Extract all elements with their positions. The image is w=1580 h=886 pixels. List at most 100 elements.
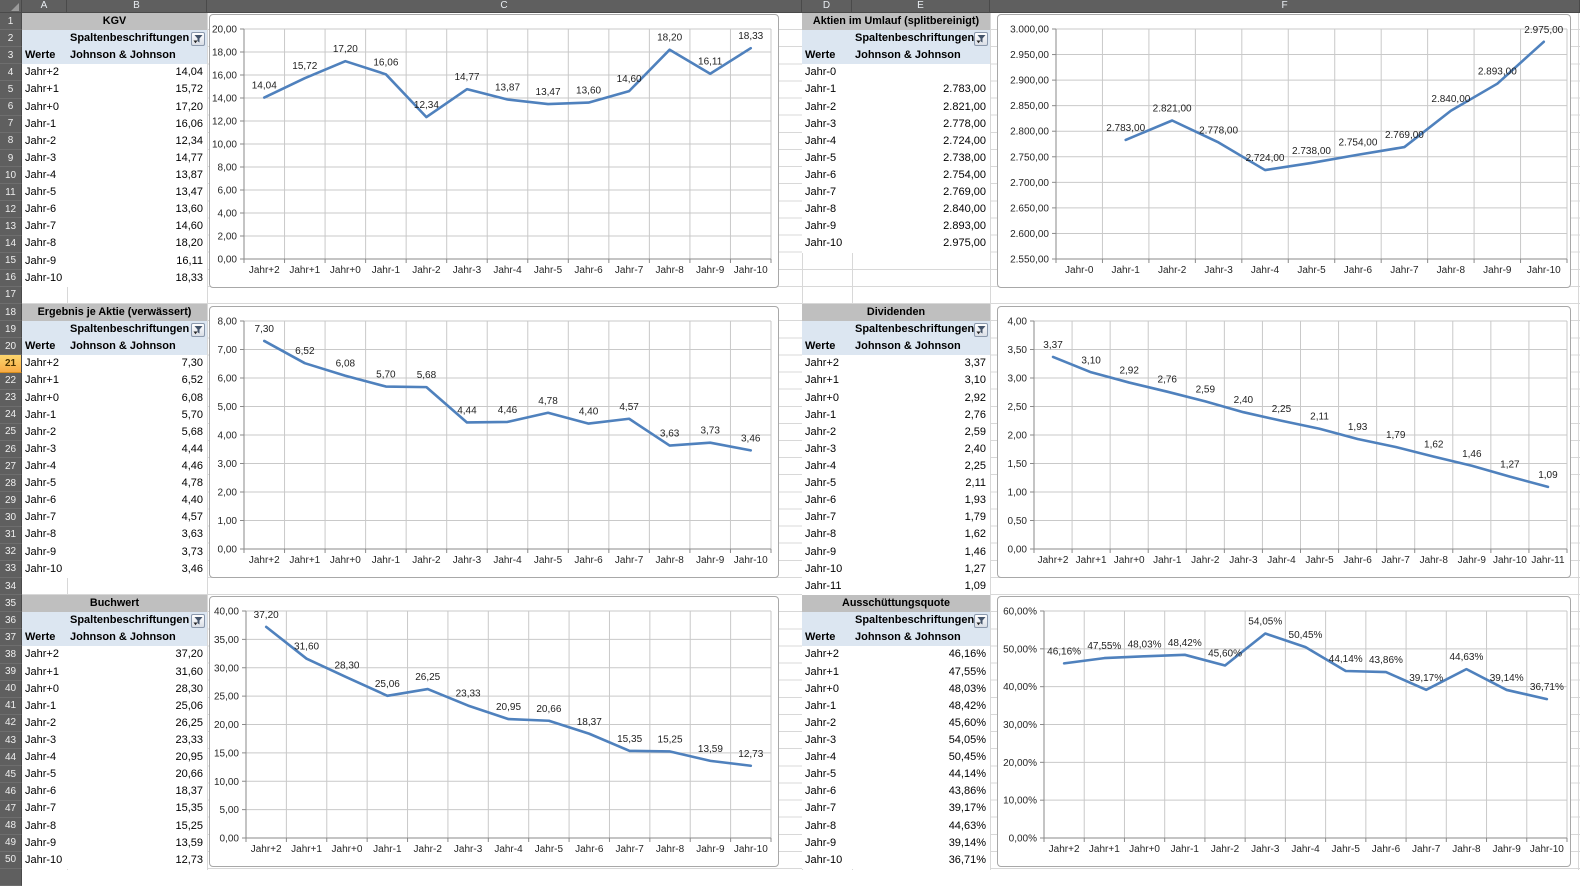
value-cell[interactable]: 7,30 <box>181 357 203 370</box>
value-cell[interactable]: 15,25 <box>175 819 203 832</box>
value-cell[interactable]: 5,70 <box>181 408 203 421</box>
row-label-cell[interactable]: Jahr-8 <box>25 528 57 541</box>
value-cell[interactable]: 1,27 <box>964 562 986 575</box>
row-label-cell[interactable]: Jahr-7 <box>25 802 57 815</box>
company-header-cell[interactable]: Johnson & Johnson <box>855 340 961 353</box>
row-header-23[interactable]: 23 <box>0 389 22 407</box>
company-header-cell[interactable]: Johnson & Johnson <box>855 49 961 62</box>
company-header-cell[interactable]: Johnson & Johnson <box>70 49 176 62</box>
value-cell[interactable]: 31,60 <box>175 665 203 678</box>
row-label-cell[interactable]: Jahr-1 <box>805 408 837 421</box>
value-cell[interactable]: 16,11 <box>176 254 203 267</box>
row-header-19[interactable]: 19 <box>0 321 22 339</box>
row-label-cell[interactable]: Jahr-9 <box>25 545 57 558</box>
row-label-cell[interactable]: Jahr-2 <box>805 425 837 438</box>
company-header-cell[interactable]: Johnson & Johnson <box>70 631 176 644</box>
row-label-cell[interactable]: Jahr+1 <box>25 665 59 678</box>
row-label-cell[interactable]: Jahr-10 <box>25 562 63 575</box>
value-cell[interactable]: 44,14% <box>948 768 986 781</box>
row-label-cell[interactable]: Jahr+0 <box>25 100 59 113</box>
row-header-31[interactable]: 31 <box>0 526 22 544</box>
row-label-cell[interactable]: Jahr-6 <box>805 785 837 798</box>
value-cell[interactable]: 44,63% <box>948 819 986 832</box>
row-label-cell[interactable]: Jahr+0 <box>805 391 839 404</box>
row-label-cell[interactable]: Jahr-3 <box>25 733 57 746</box>
value-cell[interactable]: 2.893,00 <box>943 220 986 233</box>
row-label-cell[interactable]: Jahr-1 <box>25 117 57 130</box>
row-label-cell[interactable]: Jahr+1 <box>25 374 59 387</box>
row-label-cell[interactable]: Jahr-0 <box>805 66 837 79</box>
row-label-cell[interactable]: Jahr+2 <box>25 357 59 370</box>
row-label-cell[interactable]: Jahr-4 <box>805 751 837 764</box>
row-header-6[interactable]: 6 <box>0 98 22 116</box>
row-header-17[interactable]: 17 <box>0 286 22 305</box>
value-cell[interactable]: 45,60% <box>948 716 986 729</box>
row-header-25[interactable]: 25 <box>0 423 22 441</box>
column-header-e[interactable]: E <box>852 0 990 13</box>
value-cell[interactable]: 39,17% <box>948 802 986 815</box>
pivot-title[interactable]: KGV <box>22 13 207 31</box>
row-label-cell[interactable]: Jahr+0 <box>805 682 839 695</box>
value-cell[interactable]: 1,62 <box>964 528 986 541</box>
value-cell[interactable]: 36,71% <box>948 853 986 866</box>
value-cell[interactable]: 46,16% <box>948 648 986 661</box>
row-label-cell[interactable]: Jahr-5 <box>805 151 837 164</box>
row-label-cell[interactable]: Jahr-5 <box>25 768 57 781</box>
value-cell[interactable]: 6,08 <box>181 391 203 404</box>
row-label-cell[interactable]: Jahr-5 <box>805 477 837 490</box>
row-label-cell[interactable]: Jahr-11 <box>805 579 842 592</box>
column-header-d[interactable]: D <box>802 0 852 13</box>
row-label-cell[interactable]: Jahr-10 <box>805 237 843 250</box>
value-cell[interactable]: 12,34 <box>175 134 203 147</box>
row-label-cell[interactable]: Jahr-10 <box>25 271 63 284</box>
value-cell[interactable]: 3,73 <box>181 545 203 558</box>
value-cell[interactable]: 16,06 <box>175 117 203 130</box>
row-header-5[interactable]: 5 <box>0 81 22 99</box>
row-label-cell[interactable]: Jahr-5 <box>25 186 57 199</box>
row-label-cell[interactable]: Jahr-6 <box>805 168 837 181</box>
values-caption[interactable]: Werte <box>25 49 56 62</box>
value-cell[interactable]: 2.821,00 <box>943 100 986 113</box>
value-cell[interactable]: 2,40 <box>964 442 986 455</box>
row-header-39[interactable]: 39 <box>0 663 22 681</box>
row-label-cell[interactable]: Jahr-4 <box>25 751 57 764</box>
row-header-46[interactable]: 46 <box>0 783 22 801</box>
pivot-title[interactable]: Dividenden <box>802 304 990 322</box>
value-cell[interactable]: 4,44 <box>181 442 203 455</box>
row-label-cell[interactable]: Jahr+0 <box>25 682 59 695</box>
value-cell[interactable]: 2,76 <box>964 408 986 421</box>
row-label-cell[interactable]: Jahr-1 <box>25 408 57 421</box>
value-cell[interactable]: 3,63 <box>181 528 203 541</box>
value-cell[interactable]: 13,60 <box>175 203 203 216</box>
value-cell[interactable]: 20,95 <box>175 751 203 764</box>
value-cell[interactable]: 48,03% <box>948 682 986 695</box>
row-label-cell[interactable]: Jahr-2 <box>25 425 57 438</box>
row-label-cell[interactable]: Jahr-1 <box>25 699 57 712</box>
value-cell[interactable]: 1,93 <box>964 494 986 507</box>
row-header-43[interactable]: 43 <box>0 732 22 750</box>
row-label-cell[interactable]: Jahr-4 <box>25 168 57 181</box>
row-label-cell[interactable]: Jahr-6 <box>25 785 57 798</box>
row-label-cell[interactable]: Jahr+2 <box>805 357 839 370</box>
value-cell[interactable]: 12,73 <box>175 853 203 866</box>
value-cell[interactable]: 2.769,00 <box>943 186 986 199</box>
row-label-cell[interactable]: Jahr-9 <box>805 220 837 233</box>
value-cell[interactable]: 39,14% <box>948 836 986 849</box>
row-header-26[interactable]: 26 <box>0 441 22 459</box>
select-all-corner[interactable] <box>0 0 22 13</box>
value-cell[interactable]: 23,33 <box>175 733 203 746</box>
row-header-30[interactable]: 30 <box>0 509 22 527</box>
row-label-cell[interactable]: Jahr+2 <box>25 648 59 661</box>
row-label-cell[interactable]: Jahr+2 <box>805 648 839 661</box>
row-header-41[interactable]: 41 <box>0 697 22 715</box>
values-caption[interactable]: Werte <box>805 340 836 353</box>
row-label-cell[interactable]: Jahr-7 <box>25 220 57 233</box>
row-label-cell[interactable]: Jahr+1 <box>805 665 839 678</box>
row-label-cell[interactable]: Jahr+1 <box>805 374 839 387</box>
filter-button[interactable] <box>191 322 205 337</box>
row-label-cell[interactable]: Jahr-7 <box>805 802 837 815</box>
row-label-cell[interactable]: Jahr-8 <box>805 819 837 832</box>
value-cell[interactable]: 2.724,00 <box>943 134 986 147</box>
value-cell[interactable]: 18,20 <box>175 237 203 250</box>
row-header-7[interactable]: 7 <box>0 115 22 133</box>
